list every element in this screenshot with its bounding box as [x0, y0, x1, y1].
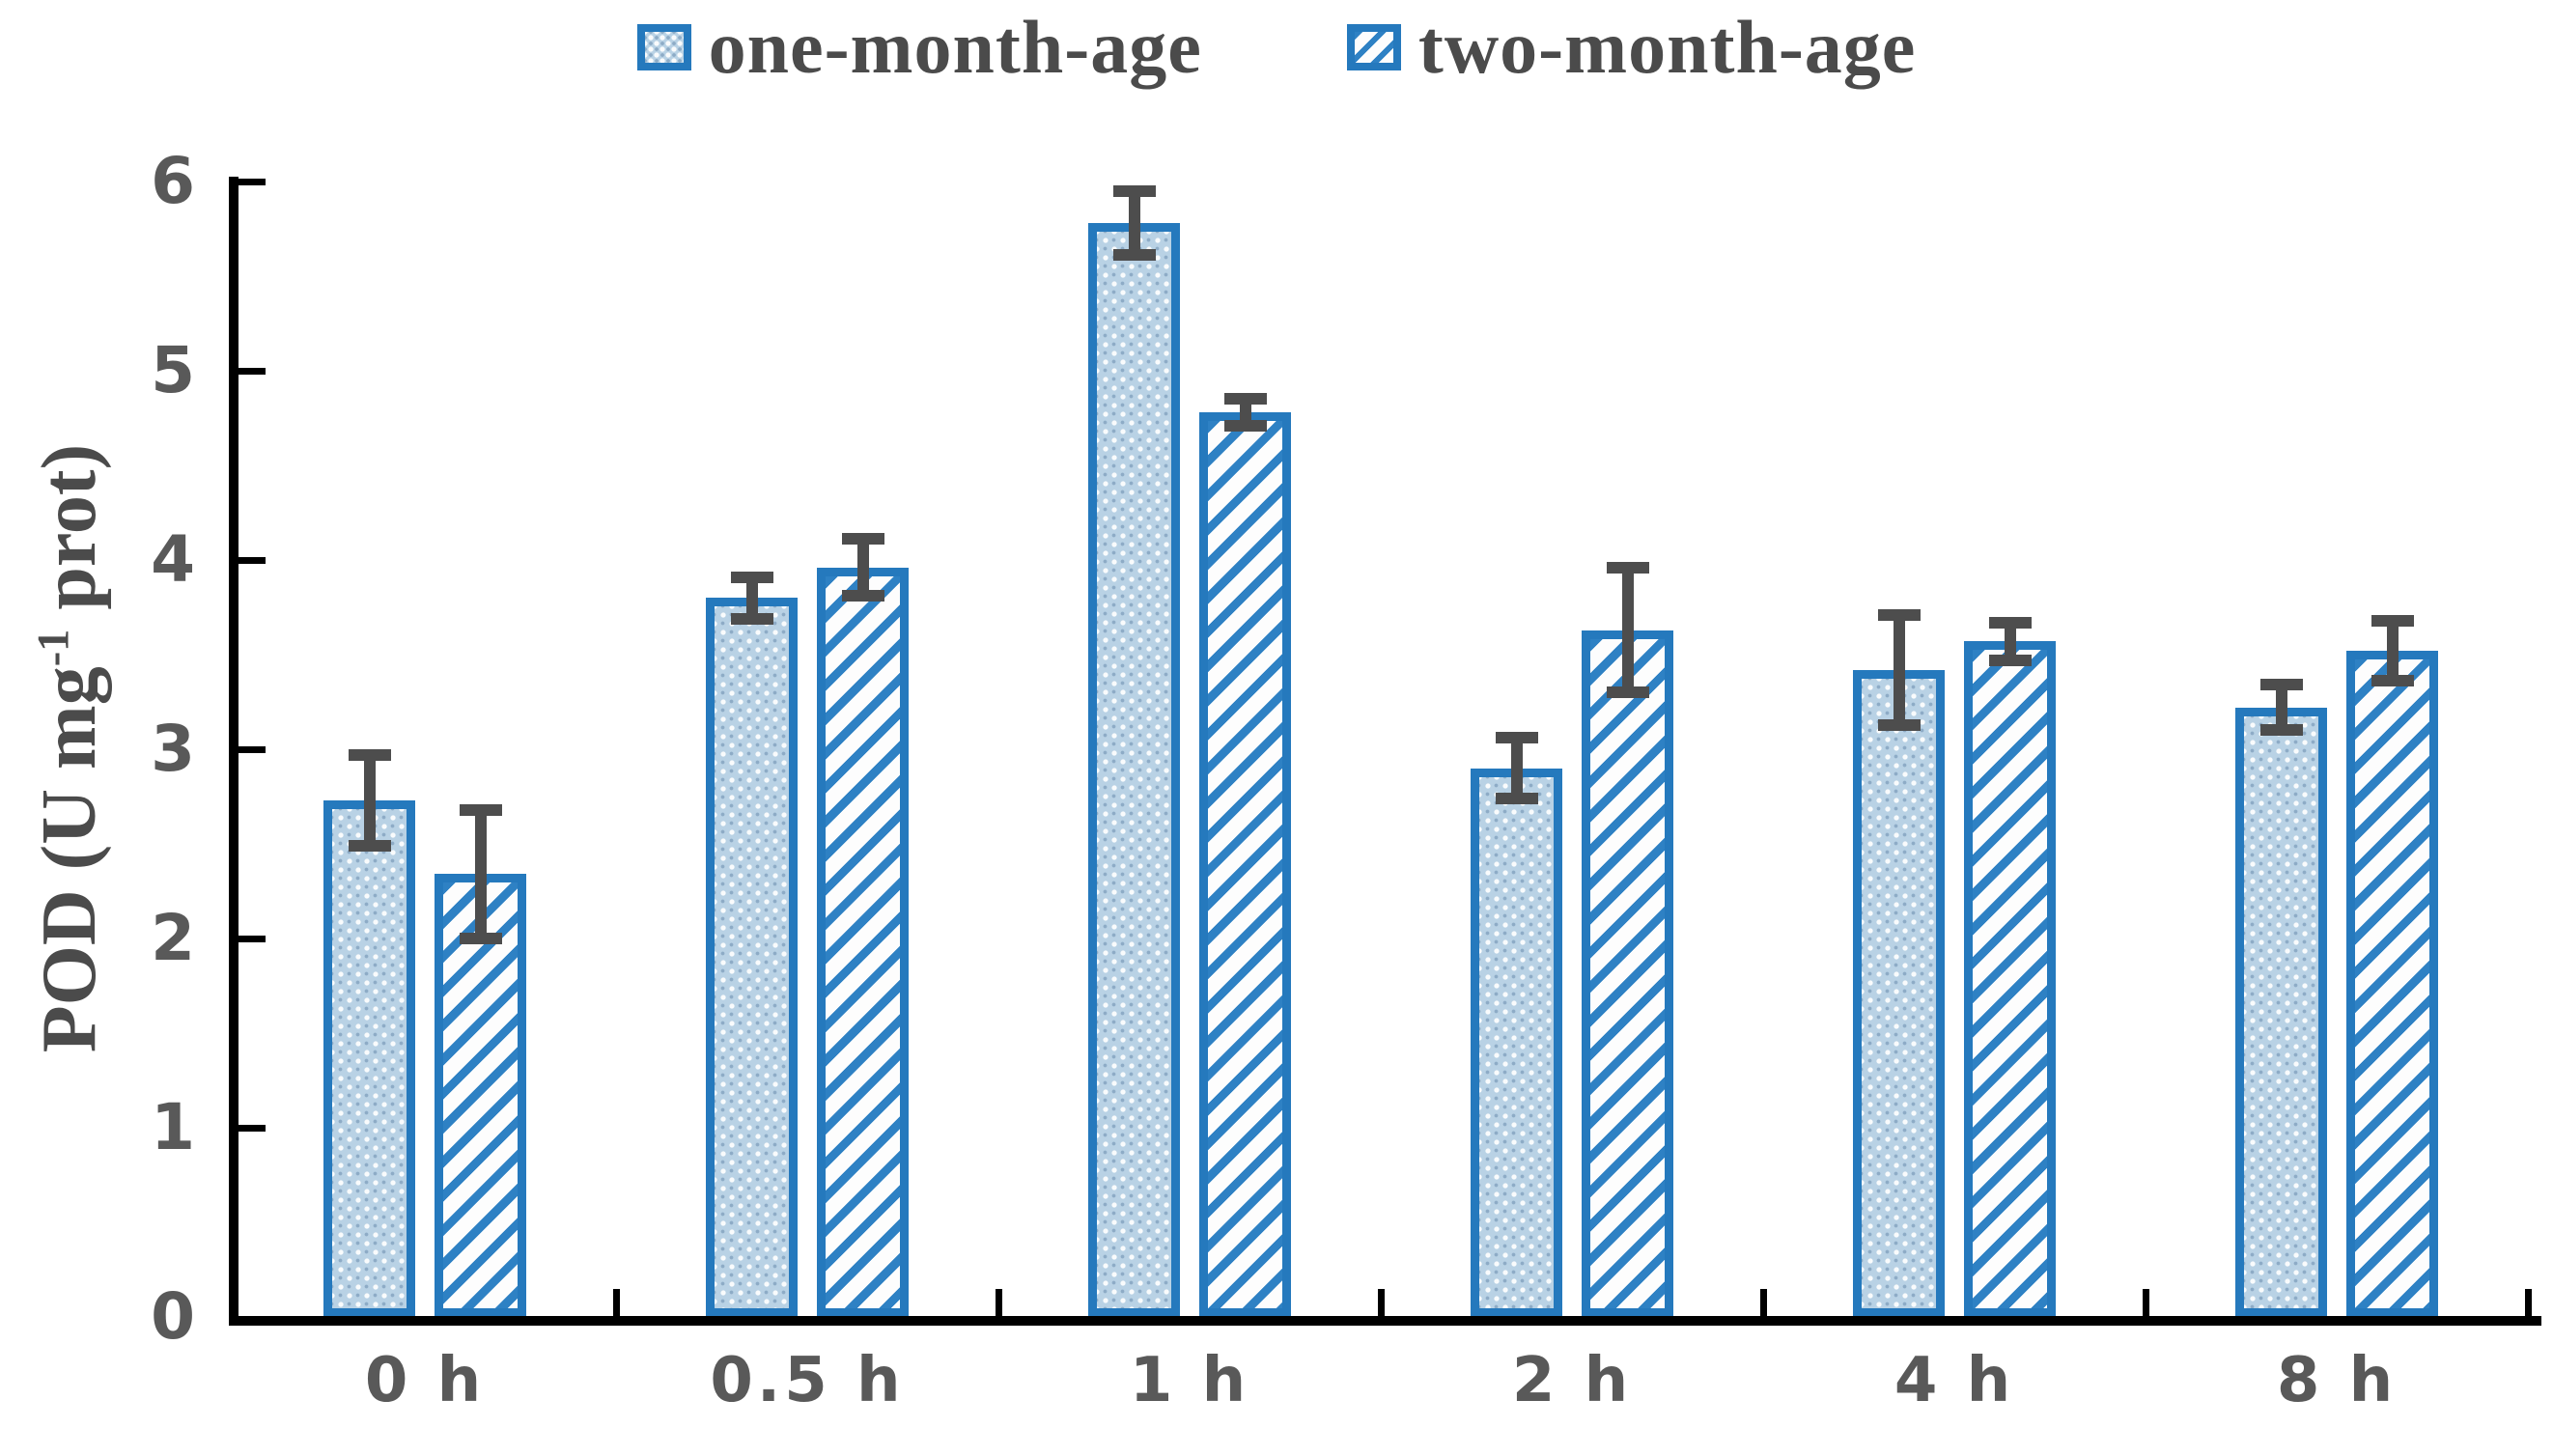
x-tick-label-0h: 0 h — [364, 1345, 486, 1416]
legend-swatch-diagonal-hatch — [1346, 23, 1401, 70]
legend-label-one-month-age: one-month-age — [708, 5, 1202, 89]
bar-two-month-age-2 h — [1582, 630, 1673, 1317]
bar-one-month-age-0.5 h — [706, 598, 798, 1317]
error-bar-cap-bottom — [459, 933, 502, 944]
legend-swatch-dots — [636, 23, 691, 70]
x-tick-mark-6 — [2525, 1289, 2532, 1316]
error-bar-stem — [363, 754, 376, 846]
y-tick-mark-6 — [238, 179, 266, 185]
error-bar-stem — [1893, 614, 1905, 725]
error-bar-stem — [2275, 685, 2287, 731]
error-bar-cap-bottom — [1606, 686, 1649, 699]
error-bar-cap-top — [1877, 608, 1921, 621]
error-bar-stem — [856, 539, 869, 597]
x-tick-mark-1 — [613, 1289, 620, 1316]
error-bar-cap-bottom — [2259, 724, 2303, 737]
bar-two-month-age-0.5 h — [817, 567, 909, 1317]
error-bar-cap-bottom — [1495, 792, 1538, 804]
x-axis-line — [229, 1316, 2541, 1326]
y-tick-mark-1 — [238, 1125, 266, 1132]
error-bar-stem — [745, 576, 758, 619]
y-tick-label-5: 5 — [151, 333, 195, 407]
error-bar-stem — [1510, 738, 1523, 798]
bar-one-month-age-0 h — [323, 799, 415, 1317]
error-bar-cap-top — [730, 571, 773, 583]
y-tick-label-6: 6 — [151, 144, 195, 218]
y-tick-label-2: 2 — [151, 901, 195, 975]
legend-item-two-month-age: two-month-age — [1346, 5, 1917, 89]
error-bar-stem — [2004, 622, 2016, 660]
error-bar-cap-bottom — [1112, 249, 1156, 262]
bar-one-month-age-4 h — [1853, 669, 1945, 1317]
y-tick-mark-5 — [238, 368, 266, 375]
y-tick-label-4: 4 — [151, 522, 195, 597]
x-tick-label-8h: 8 h — [2276, 1345, 2398, 1416]
bar-one-month-age-8 h — [2235, 707, 2327, 1317]
bar-two-month-age-1 h — [1199, 412, 1291, 1317]
bar-two-month-age-8 h — [2346, 651, 2438, 1317]
y-tick-mark-2 — [238, 936, 266, 942]
error-bar-cap-top — [348, 748, 391, 761]
error-bar-cap-bottom — [841, 590, 884, 602]
error-bar-stem — [474, 809, 487, 938]
error-bar-cap-top — [2371, 614, 2414, 627]
error-bar-cap-top — [2259, 679, 2303, 691]
error-bar-cap-bottom — [1223, 419, 1267, 432]
y-tick-label-0: 0 — [151, 1279, 195, 1354]
error-bar-cap-bottom — [348, 839, 391, 852]
error-bar-cap-bottom — [1988, 654, 2032, 666]
error-bar-stem — [1239, 399, 1251, 426]
error-bar-cap-bottom — [2371, 675, 2414, 687]
legend-label-two-month-age: two-month-age — [1417, 5, 1917, 89]
x-tick-label-05h: 0.5 h — [710, 1345, 905, 1416]
error-bar-cap-top — [1223, 393, 1267, 406]
error-bar-stem — [1128, 190, 1140, 256]
error-bar-cap-top — [841, 533, 884, 546]
error-bar-stem — [1621, 567, 1634, 693]
error-bar-stem — [2386, 620, 2399, 682]
error-bar-cap-bottom — [1877, 718, 1921, 731]
x-tick-label-4h: 4 h — [1894, 1345, 2015, 1416]
y-tick-mark-3 — [238, 746, 266, 753]
legend-item-one-month-age: one-month-age — [636, 5, 1202, 89]
bar-one-month-age-2 h — [1471, 768, 1562, 1317]
legend: one-month-age two-month-age — [0, 6, 2553, 89]
y-axis-line — [229, 177, 238, 1326]
y-axis-title-superscript: -1 — [29, 629, 79, 667]
x-tick-mark-5 — [2143, 1289, 2149, 1316]
x-tick-mark-2 — [996, 1289, 1002, 1316]
y-tick-mark-4 — [238, 557, 266, 564]
error-bar-cap-bottom — [730, 612, 773, 625]
error-bar-cap-top — [1988, 616, 2032, 629]
error-bar-cap-top — [1606, 561, 1649, 574]
y-tick-label-1: 1 — [151, 1090, 195, 1164]
error-bar-cap-top — [459, 803, 502, 816]
x-tick-mark-4 — [1760, 1289, 1767, 1316]
y-tick-label-3: 3 — [151, 712, 195, 786]
bar-one-month-age-1 h — [1088, 223, 1180, 1317]
error-bar-cap-top — [1112, 184, 1156, 197]
x-tick-label-1h: 1 h — [1129, 1345, 1250, 1416]
bar-two-month-age-4 h — [1964, 641, 2056, 1317]
error-bar-cap-top — [1495, 732, 1538, 744]
x-tick-mark-3 — [1378, 1289, 1385, 1316]
x-tick-label-2h: 2 h — [1511, 1345, 1633, 1416]
